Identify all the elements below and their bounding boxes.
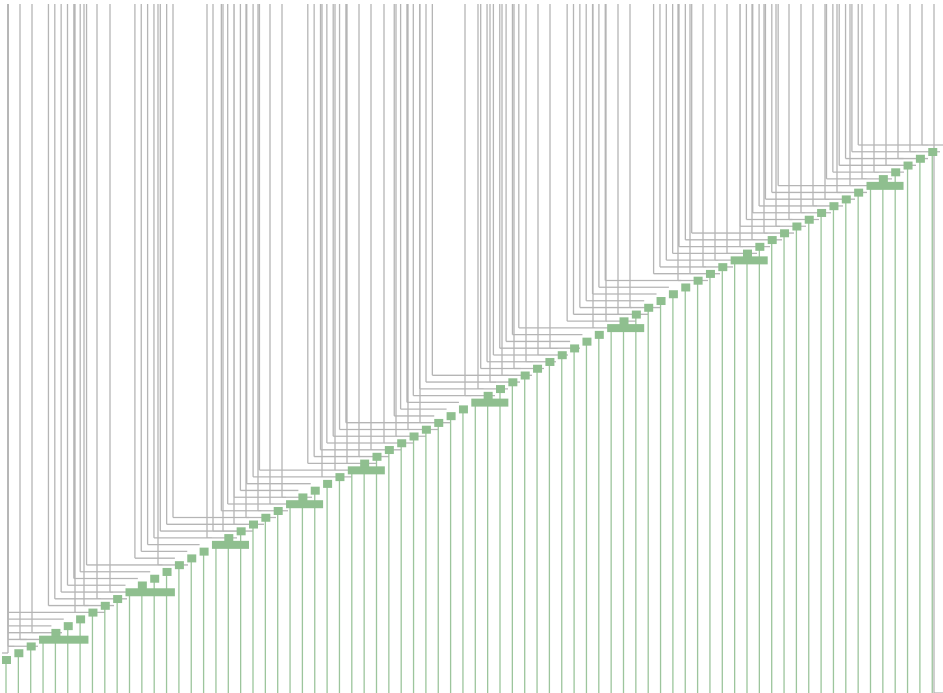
step-block — [804, 215, 814, 224]
step-block — [335, 473, 345, 482]
step-block — [249, 520, 258, 529]
step-block — [63, 622, 73, 631]
step-block — [829, 202, 839, 211]
step-block — [693, 276, 703, 285]
step-block — [76, 615, 86, 624]
step-block — [397, 439, 407, 448]
step-block — [496, 385, 505, 394]
step-block — [88, 608, 98, 617]
step-block — [26, 642, 36, 651]
step-block — [767, 236, 777, 245]
step-block — [545, 357, 555, 366]
step-block — [150, 574, 160, 583]
step-block — [878, 175, 888, 184]
step-block — [817, 208, 827, 217]
step-block — [594, 330, 604, 339]
step-block — [100, 601, 110, 610]
step-block — [14, 649, 24, 658]
step-block — [323, 479, 333, 488]
step-block — [718, 263, 728, 272]
step-block — [607, 324, 645, 333]
step-block — [372, 452, 382, 461]
step-block — [162, 567, 172, 576]
step-block — [51, 628, 61, 637]
step-block — [705, 269, 715, 278]
green-leaves — [5, 152, 933, 693]
step-block — [211, 540, 249, 549]
step-block — [384, 446, 394, 455]
step-block — [891, 168, 901, 177]
step-block — [236, 527, 246, 536]
step-block — [39, 635, 89, 644]
step-block — [199, 547, 209, 556]
step-block — [755, 242, 765, 251]
step-block — [458, 405, 468, 414]
step-block — [557, 351, 567, 360]
step-block — [508, 378, 518, 387]
step-block — [261, 513, 271, 522]
step-block — [446, 412, 456, 421]
step-block — [533, 364, 543, 373]
step-block — [631, 310, 641, 319]
step-block — [2, 656, 11, 664]
step-block — [743, 249, 752, 258]
step-block — [273, 506, 283, 515]
step-block — [187, 554, 197, 563]
step-block — [928, 148, 938, 156]
step-block — [644, 303, 654, 312]
step-block — [286, 500, 324, 509]
step-block — [915, 154, 925, 163]
gray-connectors — [2, 4, 943, 693]
step-block — [792, 222, 802, 231]
step-block — [298, 493, 308, 502]
step-block — [681, 283, 691, 292]
step-block — [434, 418, 444, 427]
step-block — [125, 588, 175, 597]
step-block — [520, 371, 530, 380]
step-block — [421, 425, 431, 434]
step-block — [310, 486, 320, 495]
step-block — [780, 229, 790, 238]
step-block — [224, 534, 234, 543]
step-block — [619, 317, 629, 326]
step-block — [582, 337, 592, 346]
step-block — [483, 391, 493, 400]
step-block — [113, 595, 123, 604]
step-block — [137, 581, 147, 590]
step-block — [854, 188, 864, 197]
step-block — [360, 459, 370, 468]
green-steps — [2, 148, 938, 664]
step-block — [841, 195, 851, 204]
step-block — [668, 290, 678, 299]
step-block — [471, 398, 509, 407]
step-block — [570, 344, 580, 353]
step-block — [866, 181, 904, 190]
step-block — [347, 466, 385, 475]
step-block — [903, 161, 913, 170]
step-block — [174, 561, 184, 570]
step-block — [730, 256, 768, 265]
step-block — [409, 432, 419, 441]
step-block — [656, 297, 666, 306]
